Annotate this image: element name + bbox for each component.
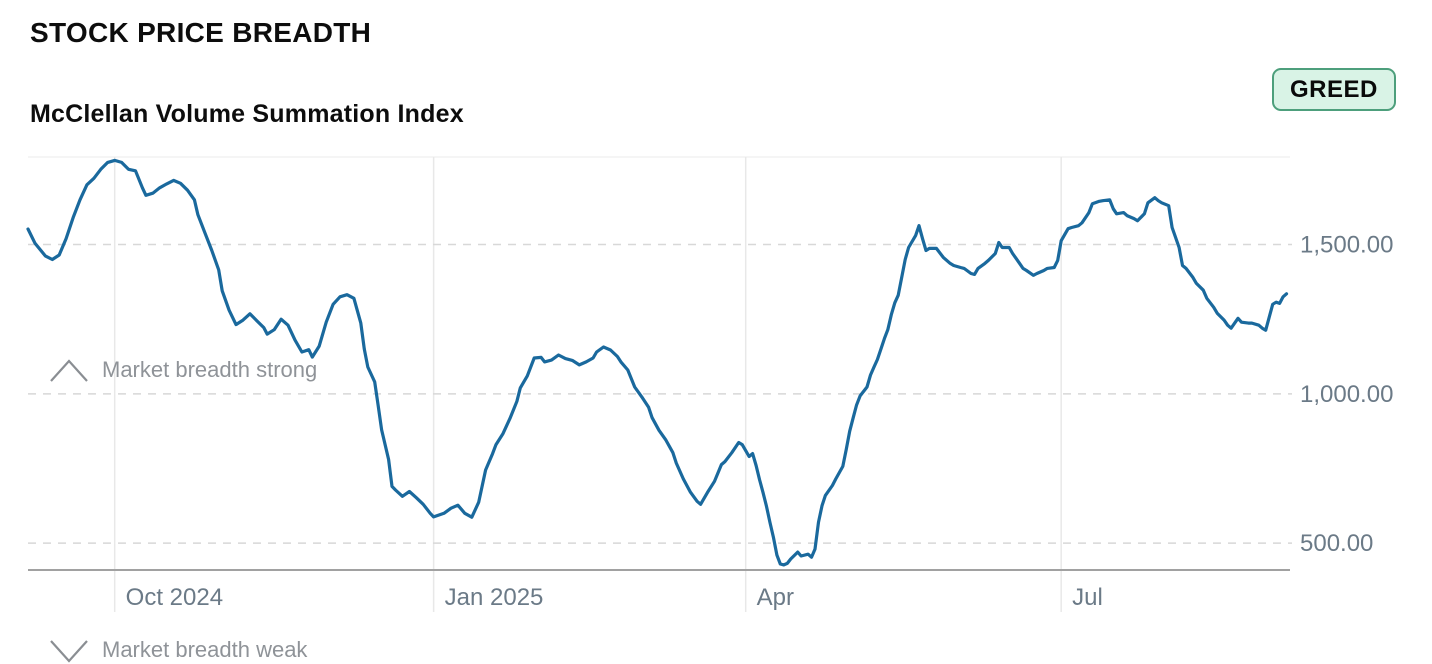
chevron-up-icon (50, 359, 88, 382)
mcclellan-chart-svg[interactable]: Oct 2024 Jan 2025 Apr Jul 500.00 1,000.00 1,50… (0, 150, 1432, 625)
x-tick-label: Oct 2024 (126, 584, 223, 611)
x-tick-label: Jul (1072, 584, 1103, 611)
y-tick-label: 500.00 (1300, 530, 1373, 557)
chart-subtitle: McClellan Volume Summation Index (30, 100, 464, 128)
mcclellan-chart[interactable]: Oct 2024 Jan 2025 Apr Jul 500.00 1,000.00 1,50… (0, 150, 1432, 663)
x-tick-label: Jan 2025 (445, 584, 544, 611)
index-line (26, 158, 1289, 567)
annotation-market-breadth-strong: Market breadth strong (48, 356, 317, 384)
annotation-label-weak: Market breadth weak (102, 637, 308, 662)
sentiment-badge: GREED (1272, 68, 1396, 111)
page-title: STOCK PRICE BREADTH (30, 17, 372, 48)
chevron-down-icon (50, 640, 88, 663)
annotation-market-breadth-weak: Market breadth weak (48, 636, 307, 664)
y-tick-label: 1,500.00 (1300, 232, 1393, 259)
y-tick-label: 1,000.00 (1300, 381, 1393, 408)
annotation-label-strong: Market breadth strong (102, 357, 318, 382)
x-tick-label: Apr (757, 584, 794, 611)
